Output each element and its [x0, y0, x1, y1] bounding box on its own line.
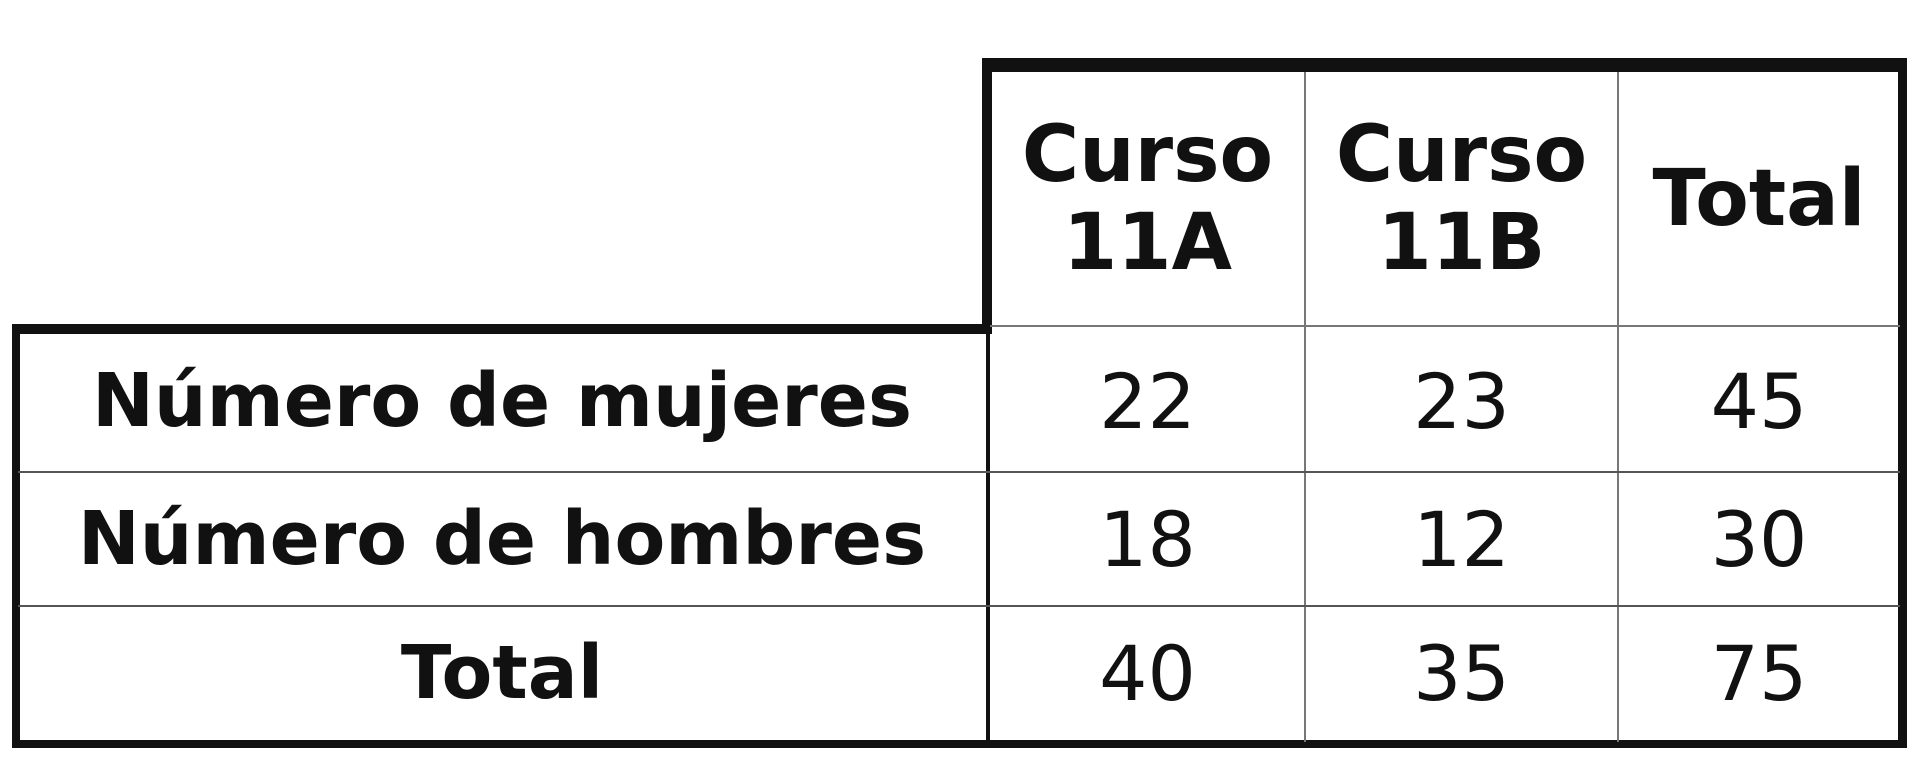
- cell-hombres-11a: 18: [1099, 494, 1196, 584]
- border-bottom: [12, 740, 1907, 748]
- header-curso-11a-line1: Curso: [1021, 110, 1274, 201]
- border-left-header: [982, 58, 992, 334]
- header-curso-11a-line2: 11A: [1063, 197, 1232, 288]
- cell-mujeres-11b: 23: [1413, 356, 1510, 446]
- cell-total-total: 75: [1710, 628, 1808, 718]
- row-label-hombres: Número de hombres: [77, 496, 927, 582]
- divider-row-2-3: [18, 605, 1900, 607]
- divider-col-11a-11b: [1304, 72, 1306, 742]
- divider-label-column: [986, 330, 990, 742]
- cell-mujeres-total: 45: [1710, 356, 1808, 446]
- border-right: [1898, 58, 1907, 748]
- row-label-total: Total: [400, 630, 604, 716]
- cell-total-11b: 35: [1413, 628, 1510, 718]
- header-curso-11b: Curso 11B: [1305, 72, 1618, 327]
- header-curso-11b-line1: Curso: [1335, 110, 1588, 201]
- cell-mujeres-11a: 22: [1099, 356, 1196, 446]
- border-left-body: [12, 324, 20, 748]
- border-top-body: [12, 324, 992, 334]
- divider-col-11b-total: [1617, 72, 1619, 742]
- header-curso-11a: Curso 11A: [990, 72, 1305, 327]
- divider-header-row: [990, 325, 1900, 327]
- header-total-label: Total: [1652, 153, 1866, 244]
- row-label-mujeres: Número de mujeres: [92, 358, 912, 444]
- cell-hombres-11b: 12: [1413, 494, 1510, 584]
- divider-row-1-2: [18, 471, 1900, 473]
- header-total: Total: [1618, 72, 1900, 327]
- cell-total-11a: 40: [1099, 628, 1196, 718]
- border-top-header: [982, 58, 1906, 72]
- header-curso-11b-line2: 11B: [1377, 197, 1546, 288]
- cell-hombres-total: 30: [1710, 494, 1808, 584]
